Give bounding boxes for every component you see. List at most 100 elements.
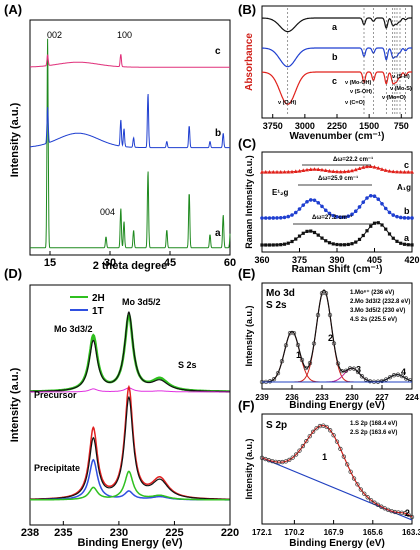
data-point — [395, 239, 399, 243]
panel-f-x-tick-label: 163.3 — [402, 528, 420, 537]
band-label: ν (O-H) — [278, 100, 297, 106]
data-point — [286, 241, 290, 245]
panel-d-x-tick-label: 220 — [221, 527, 239, 539]
data-point — [365, 196, 369, 200]
panel-a-x-tick-label: 60 — [224, 257, 236, 269]
data-point — [331, 242, 335, 246]
data-point — [346, 214, 351, 219]
component-number-3: 3 — [356, 364, 361, 374]
data-point — [338, 215, 343, 220]
plot-frame — [261, 151, 413, 253]
data-point — [354, 240, 358, 244]
data-point — [331, 213, 336, 218]
panel-e-x-tick-label: 230 — [345, 393, 359, 402]
data-point — [320, 236, 324, 240]
panel-e-x-tick-label: 233 — [315, 393, 329, 402]
series-label-a: a — [404, 233, 410, 243]
data-point — [355, 369, 361, 375]
panel-c-x-tick-label: 405 — [367, 255, 382, 265]
data-point — [402, 242, 407, 246]
data-point — [260, 243, 264, 247]
data-point — [365, 495, 370, 500]
data-point — [383, 168, 388, 172]
data-point — [271, 169, 276, 174]
data-point — [282, 242, 287, 246]
panel-label-f: (F) — [238, 398, 255, 413]
data-point — [365, 229, 369, 233]
data-point — [387, 232, 392, 236]
data-point — [369, 224, 373, 228]
panel-c-x-tick-label: 420 — [404, 255, 419, 265]
panel-label-d: (D) — [4, 266, 22, 281]
data-point — [410, 243, 414, 247]
data-point — [361, 233, 365, 238]
data-point — [347, 366, 353, 371]
data-point — [286, 169, 291, 174]
data-point — [346, 169, 351, 173]
data-point — [383, 377, 389, 382]
data-point — [380, 223, 384, 227]
data-point — [307, 434, 312, 439]
data-point — [279, 359, 285, 364]
data-point — [290, 169, 294, 174]
panel-b-x-tick-label: 1500 — [359, 121, 379, 131]
data-point — [305, 229, 309, 233]
data-point — [279, 243, 283, 247]
data-point — [368, 164, 373, 169]
data-point — [376, 197, 381, 202]
data-point — [267, 216, 272, 220]
component-number-2: 2 — [405, 508, 410, 518]
data-point — [410, 216, 414, 220]
data-point — [334, 439, 340, 444]
component-number-1: 1 — [322, 452, 327, 462]
series-line-a — [262, 17, 412, 33]
component-legend-2: 2.S 2p (163.6 eV) — [350, 430, 397, 436]
data-point — [353, 167, 358, 172]
data-point — [376, 166, 381, 170]
panel-e-x-tick-label: 239 — [255, 393, 269, 402]
panel-label-e: (E) — [238, 266, 255, 281]
component-number-2: 2 — [328, 333, 333, 343]
data-point — [391, 213, 396, 217]
data-point — [406, 216, 411, 220]
data-point — [267, 169, 272, 174]
data-point — [409, 514, 415, 520]
raman-annotation: Δω=27.2 cm⁻¹ — [312, 214, 352, 221]
data-point — [395, 372, 401, 377]
data-point — [335, 361, 341, 366]
data-point — [294, 237, 298, 241]
x-axis-label: Binding Energy (eV) — [289, 538, 385, 549]
sample-label-precipitate: Precipitate — [34, 463, 80, 473]
data-point — [395, 169, 399, 174]
plot-frame — [29, 19, 231, 256]
data-point — [395, 214, 399, 219]
data-point — [263, 169, 268, 174]
component-number-4: 4 — [401, 367, 406, 377]
data-point — [309, 229, 313, 233]
panel-a-xrd: Intensity (a.u.) 2 theta degree 15 30 45 60… — [9, 19, 236, 272]
series-line-b — [262, 47, 412, 68]
data-point — [361, 200, 366, 204]
panel-a-x-tick-label: 15 — [44, 257, 56, 269]
x-axis-label: Wavenumber (cm⁻¹) — [290, 131, 385, 142]
data-point — [350, 212, 354, 217]
panel-c-x-tick-label: 375 — [292, 255, 307, 265]
y-axis-label: Intensity (a.u.) — [244, 305, 254, 366]
panel-f-x-tick-label: 167.9 — [324, 528, 345, 537]
data-point — [323, 291, 329, 296]
data-point — [324, 424, 329, 430]
data-point — [403, 376, 409, 381]
data-point — [305, 199, 309, 204]
peak-label-100: 100 — [117, 30, 132, 40]
data-point — [293, 169, 298, 174]
data-point — [375, 502, 381, 507]
series-line-c — [261, 71, 412, 105]
y-axis-label: Intensity (a.u.) — [244, 438, 254, 499]
band-label: ν (S-H) — [392, 74, 410, 80]
plot-frame — [261, 413, 413, 525]
data-point — [290, 239, 294, 244]
data-point — [350, 242, 354, 246]
y-axis-label: Raman Intensity (a.u.) — [244, 155, 254, 249]
data-point — [387, 210, 392, 215]
data-point — [357, 166, 362, 171]
